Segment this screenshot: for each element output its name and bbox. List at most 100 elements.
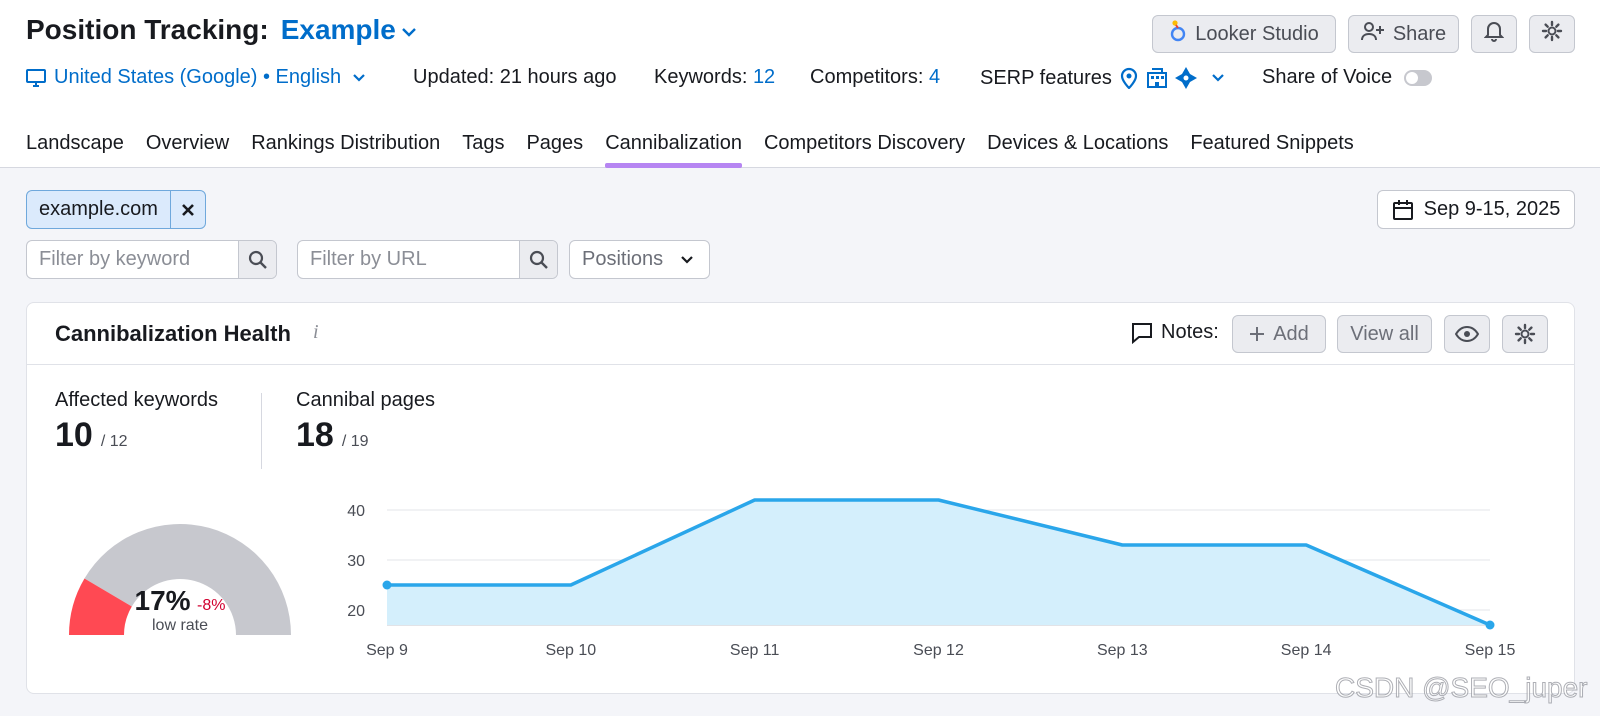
affected-keywords-total: / 12 — [100, 433, 128, 450]
gauge-bad-arc — [69, 578, 132, 635]
add-note-button[interactable]: Add — [1232, 315, 1326, 353]
competitors-count[interactable]: Competitors: 4 — [810, 66, 940, 89]
updated-status: Updated: 21 hours ago — [413, 66, 617, 88]
notes-label: Notes: — [1161, 321, 1219, 343]
close-icon — [181, 197, 195, 223]
chevron-down-icon — [1210, 70, 1226, 86]
data-point — [382, 580, 392, 590]
watermark: CSDN @SEO_juper — [1335, 672, 1589, 704]
cannibal-pages-value: 18 — [296, 416, 334, 454]
competitors-label: Competitors: — [810, 66, 924, 88]
page-header: Position Tracking: Example Looker Studio … — [0, 0, 1600, 168]
gauge-change: -8% — [197, 597, 226, 614]
cannibalization-gauge — [69, 524, 291, 635]
looker-studio-icon — [1169, 19, 1187, 49]
affected-keywords-metric: Affected keywords 10 / 12 — [55, 389, 218, 455]
affected-keywords-value: 10 — [55, 416, 93, 454]
title-prefix: Position Tracking: — [26, 14, 269, 45]
chevron-down-icon — [679, 252, 695, 268]
x-tick-label: Sep 14 — [1281, 642, 1332, 659]
bell-icon — [1483, 20, 1505, 48]
affected-keywords-label: Affected keywords — [55, 389, 219, 411]
card-title: Cannibalization Health — [55, 321, 291, 346]
metric-divider — [261, 393, 262, 469]
date-range-picker[interactable]: Sep 9-15, 2025 — [1377, 190, 1575, 229]
tab-overview[interactable]: Overview — [145, 132, 230, 154]
tab-tags[interactable]: Tags — [462, 132, 505, 154]
ai-sparkle-icon — [1174, 66, 1198, 90]
area-fill — [387, 500, 1490, 625]
visibility-button[interactable] — [1444, 315, 1490, 353]
url-search-button[interactable] — [519, 241, 557, 278]
remove-domain-button[interactable] — [171, 191, 205, 228]
y-tick-label: 40 — [347, 503, 365, 520]
view-all-notes-button[interactable]: View all — [1337, 315, 1432, 353]
gauge-rest-arc — [84, 524, 291, 635]
page-title: Position Tracking: Example — [26, 14, 418, 48]
keyword-filter: Filter by keyword — [26, 240, 277, 279]
x-tick-label: Sep 9 — [366, 642, 408, 659]
location-label: United States (Google) • English — [54, 66, 342, 88]
y-tick-label: 20 — [347, 603, 365, 620]
gauge-caption: low rate — [151, 617, 209, 634]
card-header: Cannibalization Health i Notes: Add View… — [27, 303, 1574, 365]
card-settings-button[interactable] — [1502, 315, 1548, 353]
add-user-icon — [1360, 21, 1385, 47]
toggle-knob — [1406, 71, 1419, 84]
share-of-voice-label: Share of Voice — [1262, 66, 1393, 88]
view-all-label: View all — [1350, 322, 1419, 345]
calendar-icon — [1392, 199, 1414, 221]
competitors-value: 4 — [928, 66, 941, 88]
tab-featured-snippets[interactable]: Featured Snippets — [1190, 132, 1354, 154]
date-range-label: Sep 9-15, 2025 — [1423, 198, 1561, 220]
gear-icon — [1514, 323, 1536, 345]
comment-icon — [1131, 322, 1153, 344]
project-selector[interactable]: Example — [281, 14, 418, 45]
gauge-readout: 17% -8% low rate — [65, 585, 295, 635]
x-tick-label: Sep 13 — [1097, 642, 1148, 659]
keyword-filter-input[interactable]: Filter by keyword — [39, 248, 191, 270]
share-button[interactable]: Share — [1348, 15, 1459, 53]
project-name: Example — [280, 14, 396, 45]
tab-pages[interactable]: Pages — [526, 132, 584, 154]
share-of-voice-toggle[interactable] — [1404, 69, 1433, 86]
chevron-down-icon — [400, 16, 418, 48]
chevron-down-icon — [351, 70, 367, 86]
settings-button[interactable] — [1529, 15, 1575, 53]
keyword-search-button[interactable] — [238, 241, 276, 278]
cannibalization-health-card: Cannibalization Health i Notes: Add View… — [26, 302, 1575, 694]
cannibal-pages-metric: Cannibal pages 18 / 19 — [296, 389, 435, 455]
tab-rankings-distribution[interactable]: Rankings Distribution — [251, 132, 441, 154]
serp-features-selector[interactable]: SERP features — [980, 66, 1226, 90]
keywords-count[interactable]: Keywords: 12 — [654, 66, 775, 89]
url-filter-input[interactable]: Filter by URL — [310, 248, 427, 270]
url-filter: Filter by URL — [297, 240, 558, 279]
tab-cannibalization[interactable]: Cannibalization — [605, 132, 742, 168]
location-selector[interactable]: United States (Google) • English — [26, 66, 367, 89]
serp-features-label: SERP features — [980, 66, 1112, 89]
keywords-label: Keywords: — [654, 66, 748, 88]
tab-devices-locations[interactable]: Devices & Locations — [987, 132, 1169, 154]
cannibalization-trend-chart: 20 30 40 Sep 9 Sep 10 Sep 11 Sep 12 Sep 13 Sep 1… — [347, 498, 1516, 659]
plus-icon — [1249, 326, 1265, 342]
map-pin-icon — [1120, 67, 1138, 89]
add-note-label: Add — [1273, 322, 1309, 345]
notes-section: Notes: — [1131, 321, 1219, 344]
search-icon — [248, 250, 268, 270]
tab-landscape[interactable]: Landscape — [26, 132, 124, 154]
x-tick-label: Sep 10 — [545, 642, 596, 659]
share-label: Share — [1392, 22, 1447, 45]
looker-studio-button[interactable]: Looker Studio — [1152, 15, 1336, 53]
data-point — [1485, 620, 1495, 630]
gauge-value: 17% — [134, 585, 191, 616]
search-icon — [529, 250, 549, 270]
keywords-value: 12 — [752, 66, 776, 88]
y-tick-label: 30 — [347, 553, 365, 570]
info-icon[interactable]: i — [313, 321, 319, 343]
notifications-button[interactable] — [1471, 15, 1517, 53]
share-of-voice: Share of Voice — [1262, 66, 1433, 89]
x-tick-label: Sep 15 — [1465, 642, 1516, 659]
tab-competitors-discovery[interactable]: Competitors Discovery — [763, 132, 966, 154]
domain-chip-label: example.com — [27, 191, 171, 228]
positions-dropdown[interactable]: Positions — [569, 240, 710, 279]
